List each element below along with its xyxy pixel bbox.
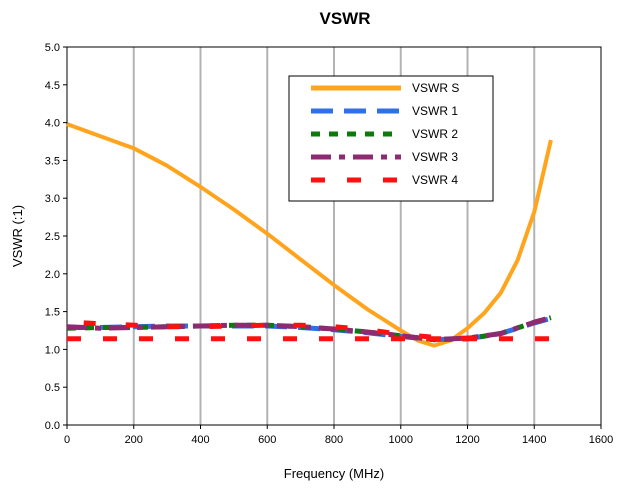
y-tick-label: 3.5 xyxy=(45,155,60,167)
y-axis-label: VSWR (:1) xyxy=(10,205,25,267)
legend-label: VSWR 3 xyxy=(412,150,458,164)
y-tick-label: 1.0 xyxy=(45,344,60,356)
y-tick-label: 0.0 xyxy=(45,420,60,432)
x-tick-label: 1400 xyxy=(522,434,546,446)
y-tick-label: 5.0 xyxy=(45,42,60,54)
x-tick-label: 1000 xyxy=(389,434,413,446)
x-tick-label: 0 xyxy=(64,434,70,446)
x-tick-label: 800 xyxy=(325,434,343,446)
series-line-vswr-4-upper xyxy=(83,320,485,342)
legend-label: VSWR 1 xyxy=(412,104,458,118)
legend: VSWR S VSWR 1 VSWR 2 VSWR 3 VSWR 4 xyxy=(288,75,494,202)
y-tick-label: 4.5 xyxy=(45,80,60,92)
series-lines xyxy=(66,122,553,348)
y-tick-label: 0.5 xyxy=(45,382,60,394)
series-line-vswr-2 xyxy=(66,315,552,343)
chart-title: VSWR xyxy=(320,9,371,28)
x-tick-label: 1200 xyxy=(455,434,479,446)
y-tick-label: 3.0 xyxy=(45,193,60,205)
series-line-vswr-s xyxy=(66,122,553,348)
legend-label: VSWR 2 xyxy=(412,127,458,141)
legend-label: VSWR 4 xyxy=(412,173,458,187)
x-tick-label: 400 xyxy=(191,434,209,446)
legend-label: VSWR S xyxy=(412,81,459,95)
x-tick-label: 1600 xyxy=(589,434,613,446)
y-tick-label: 2.0 xyxy=(45,269,60,281)
axis-ticks: 0 200 400 600 800 1000 1200 1400 1600 0.0 0.5 1.0 1.… xyxy=(45,42,614,446)
y-tick-label: 1.5 xyxy=(45,307,60,319)
x-tick-label: 600 xyxy=(258,434,276,446)
x-tick-label: 200 xyxy=(125,434,143,446)
x-axis-label: Frequency (MHz) xyxy=(284,466,384,481)
y-tick-label: 4.0 xyxy=(45,118,60,130)
y-tick-label: 2.5 xyxy=(45,231,60,243)
series-line-vswr-1 xyxy=(67,315,552,343)
